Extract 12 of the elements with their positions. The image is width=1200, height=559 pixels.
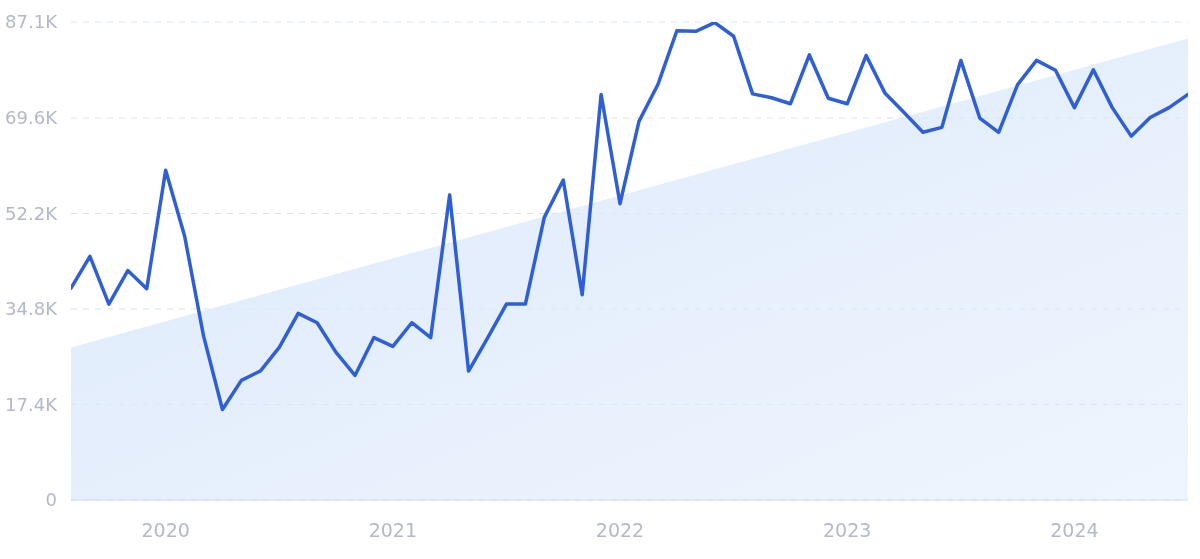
y-tick-label: 17.4K (5, 393, 59, 415)
y-tick-label: 52.2K (5, 202, 59, 224)
x-tick-label: 2021 (368, 519, 418, 542)
x-tick-label: 2024 (1050, 519, 1099, 542)
y-tick-label: 34.8K (5, 298, 59, 320)
x-tick-label: 2023 (823, 519, 872, 542)
y-tick-label: 87.1K (5, 11, 59, 33)
line-series (71, 22, 1188, 412)
x-tick-label: 2022 (595, 519, 645, 542)
y-tick-label: 0 (45, 489, 57, 511)
y-tick-label: 69.6K (5, 107, 59, 129)
x-tick-label: 2020 (141, 519, 190, 542)
